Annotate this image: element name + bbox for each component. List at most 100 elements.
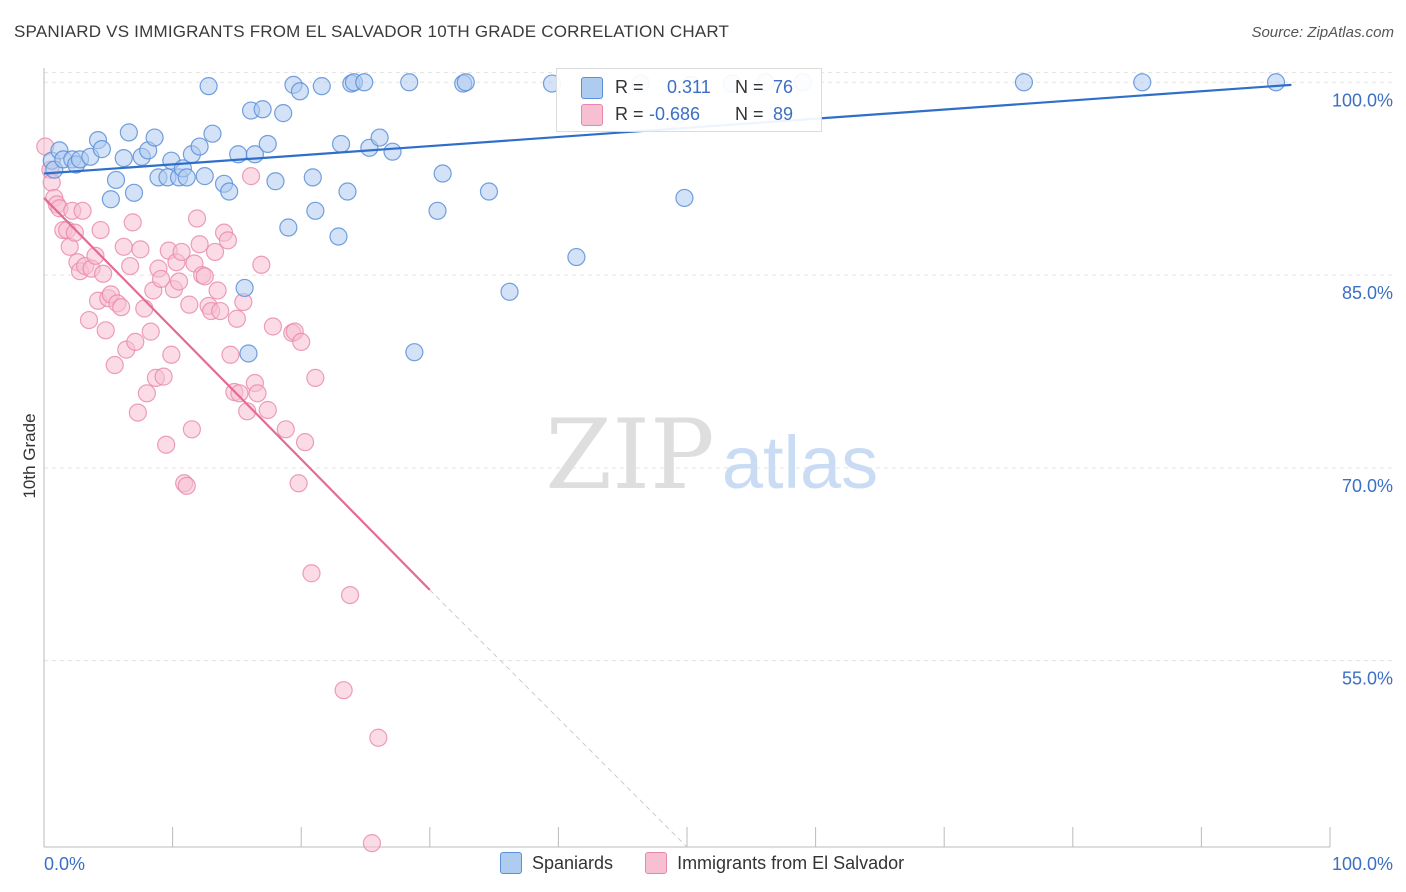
point-spaniards [177,168,196,187]
stats-r-label: R = [615,76,644,97]
point-immigrants [248,384,267,403]
point-spaniards [479,182,499,201]
point-spaniards [235,278,254,298]
point-immigrants [105,355,124,375]
point-immigrants [162,345,181,364]
trend-line-immigrants [43,197,431,591]
series-immigrants-el-salvador [36,137,388,853]
stats-r-label: R = [615,103,644,124]
stats-n-label: N = [735,103,764,124]
point-immigrants [114,237,133,256]
point-immigrants [334,681,353,700]
point-spaniards [274,104,293,123]
legend: Spaniards Immigrants from El Salvador [500,852,936,874]
point-spaniards [239,344,258,363]
legend-swatch-pink [645,852,668,874]
legend-label-spaniards: Spaniards [532,852,614,873]
point-immigrants [218,231,237,250]
point-spaniards [303,168,322,187]
point-immigrants [180,295,199,314]
point-immigrants [362,834,382,853]
point-immigrants [169,272,189,291]
point-spaniards [1133,73,1152,92]
point-immigrants [292,332,311,352]
y-tick-label: 85.0% [1342,283,1393,303]
point-spaniards [145,128,164,147]
point-spaniards [383,142,402,161]
point-spaniards [331,134,351,154]
point-immigrants [121,256,140,276]
point-spaniards [355,73,374,92]
point-immigrants [302,564,321,583]
point-immigrants [190,235,209,254]
point-spaniards [500,282,519,301]
point-spaniards [428,201,447,220]
point-immigrants [369,728,388,747]
legend-swatch-blue [500,852,522,874]
chart-source: Source: ZipAtlas.com [1251,24,1394,41]
point-spaniards [124,183,144,202]
point-spaniards [190,137,209,156]
stats-n-label: N = [735,76,764,97]
point-immigrants [73,201,92,220]
point-spaniards [338,182,357,201]
point-spaniards [203,124,222,143]
point-immigrants [182,420,201,439]
tick-labels: 100.0% 85.0% 70.0% 55.0% 0.0% 100.0% [44,90,1393,874]
y-tick-label: 55.0% [1342,669,1393,689]
point-spaniards [1266,73,1286,92]
point-spaniards [101,190,120,209]
x-tick-label: 100.0% [1332,854,1393,874]
point-spaniards [370,128,389,147]
point-immigrants [123,213,142,232]
point-immigrants [177,476,196,495]
point-spaniards [1014,73,1034,92]
point-spaniards [567,247,586,267]
watermark-atlas: atlas [722,421,878,504]
watermark-zip: ZIP [545,399,714,511]
y-tick-label: 70.0% [1342,476,1393,496]
point-immigrants [79,310,99,330]
legend-label-immigrants: Immigrants from El Salvador [677,852,905,873]
point-immigrants [86,246,105,265]
stats-r-value: 0.311 [667,76,711,97]
stats-swatch-blue [581,77,603,99]
point-spaniards [456,73,475,92]
point-immigrants [263,317,283,336]
point-immigrants [276,420,295,439]
point-spaniards [253,100,272,119]
point-immigrants [187,209,207,228]
point-spaniards [220,182,239,201]
point-spaniards [433,164,452,183]
point-immigrants [221,345,240,364]
series-spaniards [42,73,1286,363]
point-immigrants [211,301,230,321]
chart-title: SPANIARD VS IMMIGRANTS FROM EL SALVADOR … [14,22,730,41]
point-immigrants [258,400,277,420]
trend-line-immigrants-extension [429,589,688,848]
legend-item-immigrants[interactable]: Immigrants from El Salvador [645,852,904,874]
point-spaniards [92,140,111,159]
point-immigrants [289,474,308,493]
watermark: ZIP atlas [545,399,878,511]
point-immigrants [96,321,115,340]
point-spaniards [114,149,133,168]
point-immigrants [172,242,191,262]
point-spaniards [306,201,325,220]
point-spaniards [106,170,126,190]
point-immigrants [131,240,150,259]
y-tick-label: 100.0% [1332,90,1393,110]
point-immigrants [157,435,176,454]
point-spaniards [119,123,138,142]
point-immigrants [208,281,227,300]
legend-item-spaniards[interactable]: Spaniards [500,852,613,874]
point-spaniards [312,77,331,96]
point-immigrants [252,255,271,274]
point-immigrants [154,367,173,386]
point-spaniards [195,167,214,186]
point-spaniards [290,82,310,101]
point-immigrants [195,267,214,286]
stats-swatch-pink [581,104,603,126]
point-immigrants [65,223,84,242]
point-immigrants [238,402,257,421]
